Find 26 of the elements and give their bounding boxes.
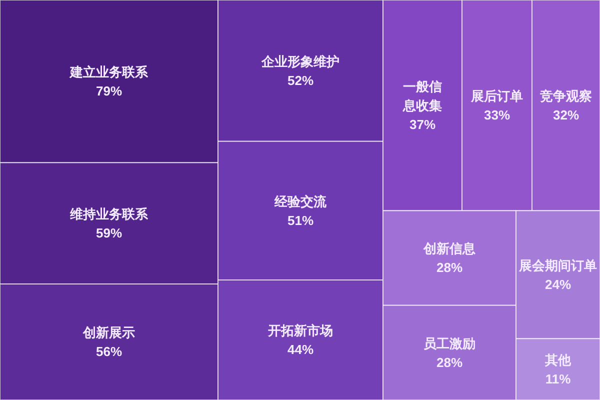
data-label: 37% <box>409 117 436 132</box>
data-label: 44% <box>287 342 314 358</box>
category-label: 企业形象维护 <box>260 54 340 69</box>
category-label: 经验交流 <box>274 194 328 209</box>
category-label: 一般信息收集 <box>402 79 442 114</box>
data-label: 51% <box>287 212 314 228</box>
category-label: 开拓新市场 <box>267 323 333 338</box>
data-label: 32% <box>552 108 580 123</box>
category-label: 员工激励 <box>424 336 476 351</box>
category-label: 创新展示 <box>82 325 135 340</box>
category-label: 展会期间订单 <box>518 258 597 273</box>
data-label: 24% <box>544 276 572 292</box>
category-label: 其他 <box>544 352 572 368</box>
category-label: 展后订单 <box>470 88 523 104</box>
data-label: 33% <box>484 108 510 123</box>
category-label: 建立业务联系 <box>69 64 149 80</box>
category-label: 维持业务联系 <box>69 206 149 222</box>
data-label: 56% <box>96 344 122 360</box>
data-label: 79% <box>96 84 122 99</box>
category-label: 竞争观察 <box>539 88 592 104</box>
category-label: 创新信息 <box>422 241 476 256</box>
data-label: 59% <box>96 226 122 241</box>
data-label: 28% <box>436 260 463 276</box>
data-label: 11% <box>545 372 572 387</box>
data-label: 28% <box>436 354 463 370</box>
data-label: 52% <box>287 72 314 88</box>
